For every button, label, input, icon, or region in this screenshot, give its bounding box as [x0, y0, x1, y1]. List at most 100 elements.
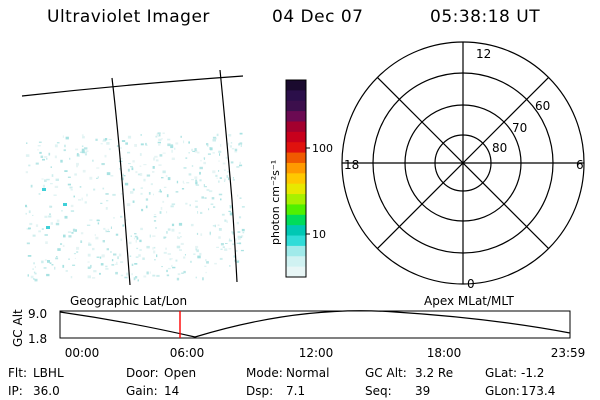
emission-speckle [106, 172, 111, 176]
emission-speckle [221, 213, 225, 216]
emission-speckle [34, 272, 37, 275]
emission-speckle [49, 213, 51, 215]
emission-speckle [135, 171, 138, 174]
emission-speckle [26, 142, 28, 144]
emission-speckle [235, 238, 237, 241]
emission-speckle [34, 278, 38, 282]
emission-speckle [139, 153, 142, 156]
emission-speckle [203, 184, 205, 187]
emission-speckle [170, 258, 173, 260]
emission-speckle [234, 148, 238, 152]
emission-speckle [143, 275, 147, 278]
emission-speckle [213, 138, 217, 140]
info-value: -1.2 [521, 366, 545, 380]
emission-speckle [228, 134, 232, 137]
emission-speckle [69, 157, 71, 160]
emission-speckle [195, 248, 197, 251]
emission-speckle [46, 273, 50, 277]
emission-speckle [161, 138, 163, 140]
emission-speckle [195, 205, 198, 208]
emission-speckle [218, 170, 220, 172]
emission-speckle [89, 219, 93, 221]
emission-speckle [206, 261, 209, 264]
emission-speckle [201, 196, 204, 199]
emission-speckle [183, 256, 186, 259]
emission-speckle [153, 220, 157, 222]
emission-speckle [225, 243, 228, 244]
x-tick-label: 06:00 [170, 346, 205, 360]
emission-speckle [62, 135, 64, 138]
emission-speckle [237, 237, 241, 240]
timeline-x-ticks: 00:00 06:00 12:00 18:00 23:59 [65, 346, 586, 360]
emission-speckle [218, 160, 220, 162]
emission-speckle [42, 158, 45, 161]
emission-speckle [192, 150, 195, 152]
emission-speckle [177, 237, 181, 239]
emission-speckle [139, 173, 143, 176]
emission-speckle [167, 228, 171, 231]
emission-speckle [67, 176, 71, 178]
emission-speckle [163, 251, 167, 254]
emission-speckle [171, 157, 175, 160]
uv-emission-speckles [25, 132, 245, 282]
emission-speckle [30, 184, 33, 188]
emission-speckle [188, 141, 190, 144]
emission-speckle [120, 147, 122, 149]
emission-speckle [177, 236, 179, 239]
emission-speckle [92, 247, 95, 251]
emission-speckle [197, 211, 199, 214]
emission-speckle [193, 253, 196, 255]
emission-speckle [70, 210, 75, 212]
emission-speckle [202, 277, 204, 281]
emission-speckle [206, 143, 209, 146]
longitude-line-left [111, 77, 131, 286]
emission-speckle [196, 232, 199, 235]
emission-speckle [216, 133, 219, 137]
emission-speckle [163, 236, 166, 239]
info-label: Flt: [8, 366, 27, 380]
emission-speckle [110, 226, 112, 229]
emission-speckle [145, 142, 147, 146]
emission-speckle [57, 248, 61, 251]
emission-speckle [34, 266, 36, 268]
emission-speckle [231, 230, 233, 234]
emission-speckle [96, 256, 100, 258]
emission-speckle [199, 166, 203, 170]
emission-speckle [110, 175, 114, 177]
emission-speckle [239, 132, 243, 135]
geographic-label: Geographic Lat/Lon [70, 294, 187, 308]
emission-speckle [35, 224, 39, 227]
colorbar-swatch [286, 111, 306, 123]
emission-speckle [210, 203, 214, 205]
info-label: Dsp: [246, 384, 274, 398]
info-label: Seq: [365, 384, 392, 398]
emission-speckle [176, 277, 180, 281]
emission-speckle [240, 144, 242, 147]
emission-speckle [238, 143, 240, 146]
emission-speckle [141, 208, 144, 212]
emission-speckle [183, 270, 186, 274]
emission-speckle [81, 145, 84, 147]
emission-speckle [68, 258, 70, 260]
emission-speckle [122, 175, 126, 177]
emission-speckle [188, 173, 192, 176]
timeline-frame [59, 310, 571, 339]
emission-speckle [134, 235, 138, 238]
emission-speckle [69, 186, 73, 189]
emission-speckle [226, 220, 228, 223]
emission-speckle [145, 198, 149, 201]
emission-speckle [161, 266, 163, 268]
emission-speckle [199, 171, 201, 175]
emission-speckle [65, 136, 69, 140]
emission-speckle [121, 140, 126, 142]
emission-speckle [239, 197, 242, 199]
emission-speckle [70, 189, 73, 191]
colorbar-swatch [286, 142, 306, 154]
emission-speckle [115, 233, 119, 236]
emission-speckle [237, 194, 239, 197]
emission-speckle [152, 171, 155, 173]
emission-speckle [105, 265, 108, 268]
colorbar-swatch [286, 131, 306, 143]
emission-speckle [180, 135, 182, 138]
emission-speckle [218, 150, 222, 153]
